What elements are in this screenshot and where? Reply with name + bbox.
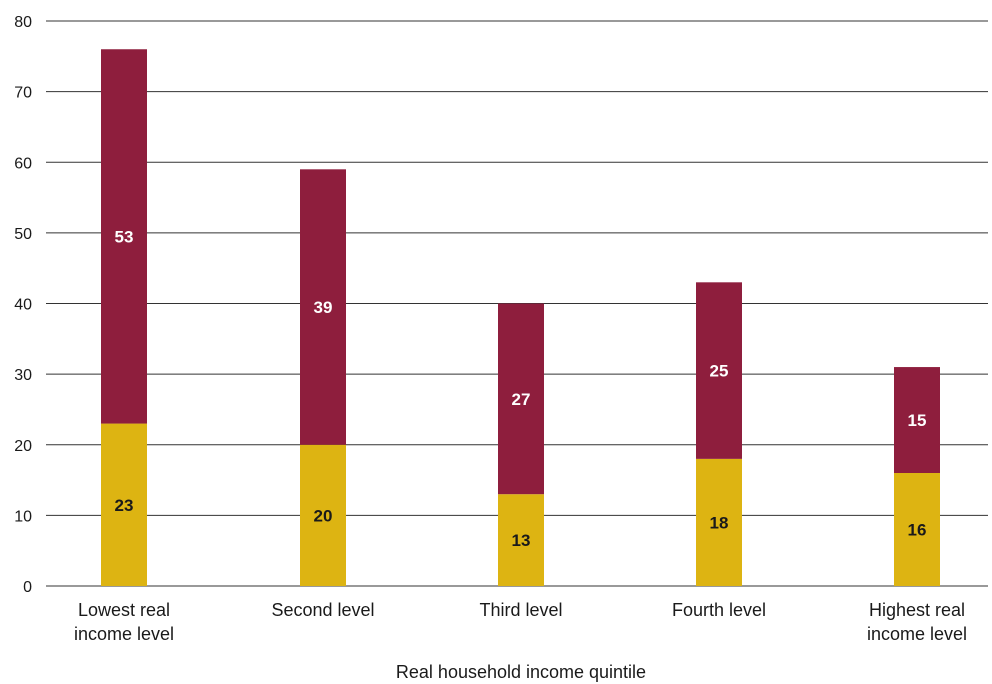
y-tick-label: 30 xyxy=(14,367,32,384)
bar-segment xyxy=(101,423,147,586)
y-axis-tick-labels: 0 10 20 30 40 50 60 70 80 xyxy=(14,14,32,596)
data-label: 15 xyxy=(908,411,927,430)
y-tick-label: 20 xyxy=(14,438,32,455)
y-tick-label: 0 xyxy=(23,579,32,596)
bars xyxy=(101,49,940,586)
bar-segment xyxy=(300,444,346,586)
bar-segment xyxy=(498,494,544,586)
data-label: 16 xyxy=(908,521,927,540)
x-category-label: Lowest real income level xyxy=(74,600,174,644)
y-tick-label: 60 xyxy=(14,155,32,172)
x-category-label: Fourth level xyxy=(672,600,766,620)
data-label: 20 xyxy=(314,506,333,525)
y-tick-label: 50 xyxy=(14,226,32,243)
data-label: 27 xyxy=(512,390,531,409)
y-tick-label: 70 xyxy=(14,85,32,102)
data-labels: 23 53 20 39 13 27 18 25 16 15 xyxy=(115,227,927,550)
x-axis-title: Real household income quintile xyxy=(396,662,646,682)
data-label: 18 xyxy=(710,513,729,532)
bar-segment xyxy=(894,473,940,586)
x-category-label: Highest real income level xyxy=(867,600,967,644)
bar-segment xyxy=(696,458,742,586)
y-tick-label: 80 xyxy=(14,14,32,31)
x-axis-category-labels: Lowest real income level Second level Third… xyxy=(74,600,967,644)
bar-segment xyxy=(498,303,544,495)
data-label: 53 xyxy=(115,227,134,246)
bar-segment xyxy=(101,49,147,424)
data-label: 23 xyxy=(115,496,134,515)
data-label: 39 xyxy=(314,298,333,317)
bar-segment xyxy=(696,282,742,459)
data-label: 13 xyxy=(512,531,531,550)
y-tick-label: 10 xyxy=(14,508,32,525)
x-category-label: Second level xyxy=(271,600,374,620)
data-label: 25 xyxy=(710,362,729,381)
bar-segment xyxy=(894,367,940,473)
bar-segment xyxy=(300,169,346,445)
x-category-label: Third level xyxy=(479,600,562,620)
y-tick-label: 40 xyxy=(14,297,32,314)
